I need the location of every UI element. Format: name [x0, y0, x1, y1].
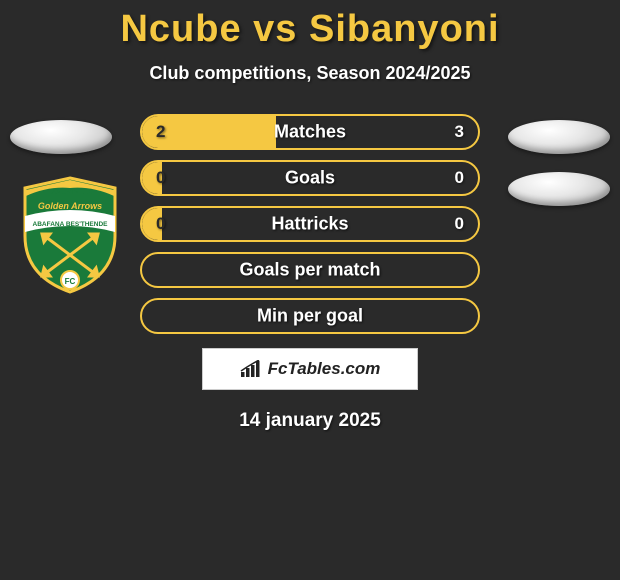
stat-value-left: 0	[156, 214, 165, 234]
player-right-avatar-2	[508, 172, 610, 206]
player-right-avatar-1	[508, 120, 610, 154]
stat-value-right: 0	[455, 168, 464, 188]
stat-label: Goals	[142, 168, 478, 189]
stat-value-right: 0	[455, 214, 464, 234]
stat-label: Hattricks	[142, 214, 478, 235]
svg-text:FC: FC	[65, 277, 76, 286]
stat-label: Matches	[142, 122, 478, 143]
stat-label: Goals per match	[142, 260, 478, 281]
stat-row: Goals per match	[140, 252, 480, 288]
stat-value-left: 0	[156, 168, 165, 188]
player-left-avatar	[10, 120, 112, 154]
brand-box[interactable]: FcTables.com	[202, 348, 418, 390]
page-title: Ncube vs Sibanyoni	[0, 0, 620, 51]
stats-container: Matches23Goals00Hattricks00Goals per mat…	[140, 114, 480, 334]
svg-text:LAMONTVILLE: LAMONTVILLE	[48, 189, 92, 196]
brand-text: FcTables.com	[268, 359, 381, 379]
subtitle: Club competitions, Season 2024/2025	[0, 63, 620, 84]
chart-icon	[240, 360, 262, 378]
stat-value-right: 3	[455, 122, 464, 142]
stat-row: Goals0 0	[140, 160, 480, 196]
svg-text:ABAFANA BES'THENDE: ABAFANA BES'THENDE	[33, 221, 109, 228]
stat-label: Min per goal	[142, 306, 478, 327]
stat-value-left: 2	[156, 122, 165, 142]
club-logo: LAMONTVILLE Golden Arrows ABAFANA BES'TH…	[20, 176, 120, 294]
stat-row: Matches2 3	[140, 114, 480, 150]
svg-text:Golden Arrows: Golden Arrows	[38, 201, 102, 211]
stat-row: Hattricks0 0	[140, 206, 480, 242]
date-label: 14 january 2025	[0, 410, 620, 432]
stat-row: Min per goal	[140, 298, 480, 334]
